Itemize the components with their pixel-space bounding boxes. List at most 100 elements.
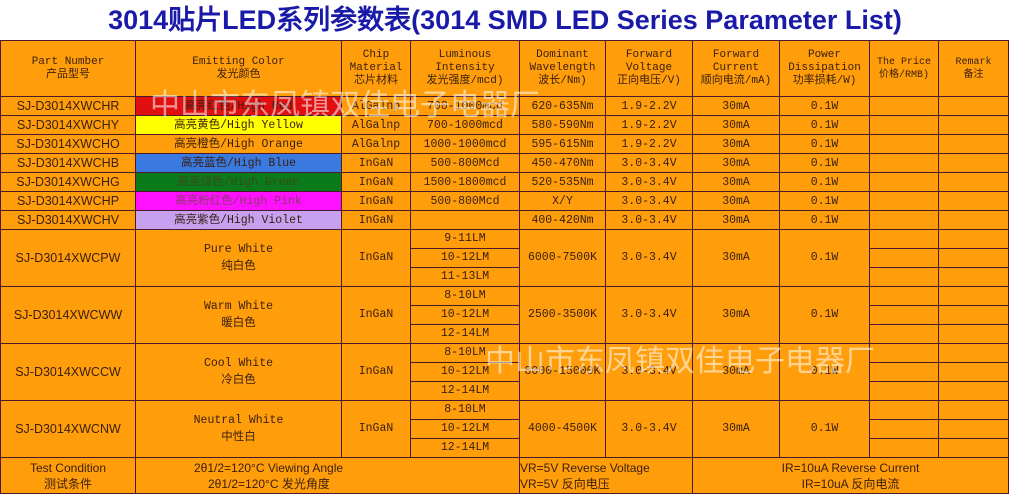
chip-material: InGaN (341, 286, 411, 344)
chip-material: InGaN (341, 229, 411, 287)
power: 0.1W (779, 134, 870, 154)
remark (938, 96, 1009, 116)
remark (938, 400, 1009, 420)
table-row: 11-13LM (1, 267, 1009, 287)
viewing-angle: 2θ1/2=120°C Viewing Angle 2θ1/2=120°C 发光角… (135, 457, 520, 494)
table-row: SJ-D3014XWCHV 高亮紫色/High Violet InGaN 400… (0, 210, 1009, 230)
part-number: SJ-D3014XWCHV (0, 210, 136, 230)
forward-current: 30mA (692, 96, 780, 116)
luminous-intensity: 1000-1000mcd (410, 134, 520, 154)
forward-current: 30mA (692, 343, 780, 401)
chip-material: InGaN (341, 400, 411, 458)
price (869, 115, 939, 135)
luminous-intensity: 12-14LM (410, 324, 520, 344)
power: 0.1W (779, 191, 870, 211)
emitting-color-yellow: 高亮黄色/High Yellow (135, 115, 342, 135)
table-row: SJ-D3014XWCNW Neutral White 中性白 InGaN 8-1… (0, 400, 1009, 458)
price (869, 229, 939, 249)
table-row: 10-12LM (1, 362, 1009, 382)
luminous-intensity: 10-12LM (410, 419, 520, 439)
remark (938, 153, 1009, 173)
part-number: SJ-D3014XWCPW (0, 229, 136, 287)
luminous-intensity: 700-1000mcd (410, 115, 520, 135)
chip-material: InGaN (341, 210, 411, 230)
price (869, 438, 939, 458)
luminous-intensity: 500-800Mcd (410, 153, 520, 173)
header-forward-voltage: Forward Voltage 正向电压/V) (605, 40, 693, 97)
remark (938, 248, 1009, 268)
header-row: Part Number 产品型号 Emitting Color 发光颜色 Chip M… (0, 40, 1009, 97)
price (869, 343, 939, 363)
price (869, 381, 939, 401)
wavelength: 595-615Nm (519, 134, 606, 154)
remark (938, 172, 1009, 192)
emitting-color-white: Warm White 暖白色 (135, 286, 342, 344)
chip-material: InGaN (341, 172, 411, 192)
forward-current: 30mA (692, 286, 780, 344)
emitting-color-white: Cool White 冷白色 (135, 343, 342, 401)
luminous-intensity: 700-1000mcd (410, 96, 520, 116)
luminous-intensity: 10-12LM (410, 248, 520, 268)
header-forward-current: Forward Current 顺向电流/mA) (692, 40, 780, 97)
price (869, 153, 939, 173)
luminous-intensity (410, 210, 520, 230)
emitting-color-orange: 高亮橙色/High Orange (135, 134, 342, 154)
part-number: SJ-D3014XWCHP (0, 191, 136, 211)
emitting-color-violet: 高亮紫色/High Violet (135, 210, 342, 230)
test-condition-label: Test Condition 测试条件 (0, 457, 136, 494)
price (869, 324, 939, 344)
luminous-intensity: 10-12LM (410, 362, 520, 382)
emitting-color-white: Neutral White 中性白 (135, 400, 342, 458)
forward-current: 30mA (692, 400, 780, 458)
wavelength: 620-635Nm (519, 96, 606, 116)
forward-current: 30mA (692, 210, 780, 230)
luminous-intensity: 1500-1800mcd (410, 172, 520, 192)
price (869, 305, 939, 325)
remark (938, 419, 1009, 439)
remark (938, 286, 1009, 306)
remark (938, 191, 1009, 211)
remark (938, 229, 1009, 249)
part-number: SJ-D3014XWCHY (0, 115, 136, 135)
forward-voltage: 3.0-3.4V (605, 191, 693, 211)
forward-current: 30mA (692, 153, 780, 173)
remark (938, 324, 1009, 344)
header-power-dissipation: Power Dissipation 功率损耗/W) (779, 40, 870, 97)
emitting-color-pink: 高亮粉红色/High Pink (135, 191, 342, 211)
remark (938, 210, 1009, 230)
forward-current: 30mA (692, 191, 780, 211)
part-number: SJ-D3014XWCHB (0, 153, 136, 173)
chip-material: InGaN (341, 191, 411, 211)
forward-voltage: 3.0-3.4V (605, 286, 693, 344)
color-temperature: 6000-7500K (519, 229, 606, 287)
luminous-intensity: 10-12LM (410, 305, 520, 325)
emitting-color-white: Pure White 纯白色 (135, 229, 342, 287)
forward-voltage: 3.0-3.4V (605, 229, 693, 287)
chip-material: AlGalnp (341, 115, 411, 135)
forward-current: 30mA (692, 134, 780, 154)
header-chip-material: Chip Material 芯片材料 (341, 40, 411, 97)
forward-current: 30mA (692, 172, 780, 192)
chip-material: InGaN (341, 153, 411, 173)
chip-material: AlGalnp (341, 96, 411, 116)
wavelength: 520-535Nm (519, 172, 606, 192)
forward-voltage: 3.0-3.4V (605, 210, 693, 230)
wavelength: 400-420Nm (519, 210, 606, 230)
table-row: SJ-D3014XWCPW Pure White 纯白色 InGaN 9-11LM… (0, 229, 1009, 287)
table-row: SJ-D3014XWCHG 高亮绿色/High Green InGaN 1500… (0, 172, 1009, 192)
remark (938, 267, 1009, 287)
part-number: SJ-D3014XWCHO (0, 134, 136, 154)
forward-current: 30mA (692, 115, 780, 135)
table-row: SJ-D3014XWCHP 高亮粉红色/High Pink InGaN 500-… (0, 191, 1009, 211)
parameter-table: Part Number 产品型号 Emitting Color 发光颜色 Chip M… (0, 40, 1009, 494)
forward-voltage: 3.0-3.4V (605, 343, 693, 401)
reverse-voltage: VR=5V Reverse Voltage VR=5V 反向电压 (519, 457, 693, 494)
chip-material: InGaN (341, 343, 411, 401)
luminous-intensity: 9-11LM (410, 229, 520, 249)
power: 0.1W (779, 343, 870, 401)
reverse-current: IR=10uA Reverse Current IR=10uA 反向电流 (692, 457, 1009, 494)
forward-voltage: 3.0-3.4V (605, 153, 693, 173)
emitting-color-green: 高亮绿色/High Green (135, 172, 342, 192)
header-price: The Price 价格/RMB) (869, 40, 939, 97)
table-row: 12-14LM (1, 324, 1009, 344)
